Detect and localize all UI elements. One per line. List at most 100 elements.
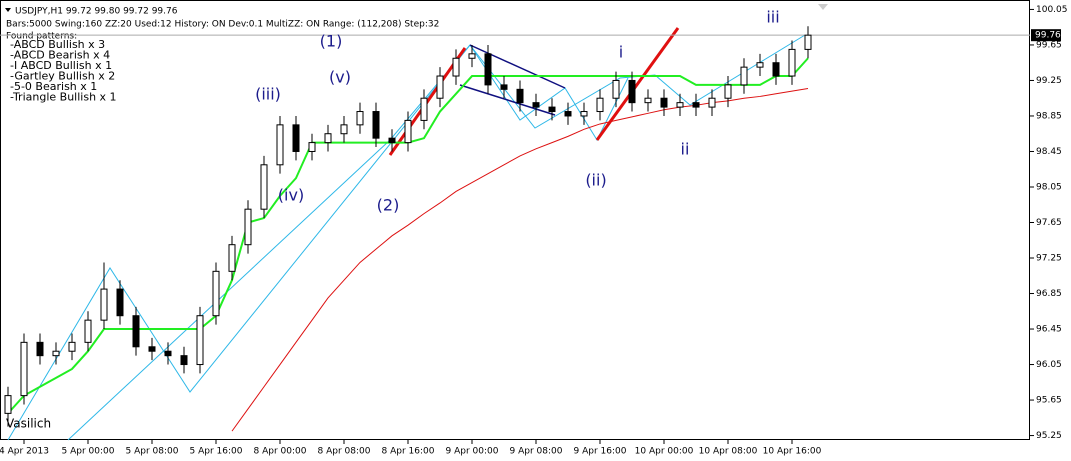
candle-body xyxy=(164,350,172,357)
candle-body xyxy=(356,111,364,126)
candle-body xyxy=(468,53,476,59)
candle-body xyxy=(596,97,604,113)
candle-body xyxy=(68,341,76,352)
y-tick-label: 98.05 xyxy=(1036,182,1062,192)
x-tick-label: 10 Apr 08:00 xyxy=(699,447,758,457)
candle-body xyxy=(564,111,572,117)
y-tick-label: 96.85 xyxy=(1036,289,1062,299)
candle-body xyxy=(84,319,92,343)
y-tick-label: 95.65 xyxy=(1036,396,1062,406)
candle-body xyxy=(612,79,620,99)
wave-label: (2) xyxy=(377,196,400,215)
channel-line xyxy=(469,44,566,89)
candle-body xyxy=(692,102,700,108)
y-tick-label: 96.45 xyxy=(1036,325,1062,335)
candle-body xyxy=(260,164,268,210)
zigzag-line xyxy=(7,34,806,441)
price-box xyxy=(1031,29,1061,42)
y-tick-label: 98.45 xyxy=(1036,147,1062,157)
y-tick-label: 97.65 xyxy=(1036,218,1062,228)
candle-body xyxy=(228,244,236,272)
wave-label: (ii) xyxy=(585,171,606,190)
candle-body xyxy=(500,84,508,90)
patterns-heading: Found patterns: xyxy=(6,32,77,42)
candle-body xyxy=(372,111,380,139)
x-tick-label: 5 Apr 08:00 xyxy=(126,447,179,457)
y-tick-label: 97.25 xyxy=(1036,254,1062,264)
x-tick-label: 10 Apr 16:00 xyxy=(763,447,822,457)
candle-body xyxy=(4,395,12,414)
candle-body xyxy=(148,346,156,352)
candle-body xyxy=(724,84,732,99)
pattern-entry: -ABCD Bearish x 4 xyxy=(10,49,110,62)
x-tick-label: 8 Apr 16:00 xyxy=(382,447,435,457)
y-tick-label: 98.85 xyxy=(1036,111,1062,121)
candle-body xyxy=(660,97,668,108)
candle-body xyxy=(52,350,60,357)
y-tick-label: 95.25 xyxy=(1036,431,1062,441)
x-tick-label: 9 Apr 16:00 xyxy=(574,447,627,457)
x-tick-label: 8 Apr 00:00 xyxy=(254,447,307,457)
candle-body xyxy=(292,124,300,152)
candle-body xyxy=(548,106,556,113)
candle-body xyxy=(196,315,204,366)
y-tick-label: 100.05 xyxy=(1036,5,1068,15)
candle-body xyxy=(132,315,140,348)
candle-body xyxy=(772,62,780,77)
candle-body xyxy=(244,208,252,246)
channel-line xyxy=(459,84,556,116)
x-tick-label: 10 Apr 00:00 xyxy=(635,447,694,457)
y-tick-label: 96.05 xyxy=(1036,360,1062,370)
x-tick-label: 8 Apr 08:00 xyxy=(318,447,371,457)
candle-body xyxy=(804,34,812,50)
candle-body xyxy=(324,133,332,144)
candle-body xyxy=(100,288,108,321)
plot-frame xyxy=(0,0,1030,440)
x-tick-label: 9 Apr 08:00 xyxy=(510,447,563,457)
pattern-entry: -ABCD Bullish x 3 xyxy=(10,38,105,51)
candle-body xyxy=(580,111,588,117)
candle-body xyxy=(676,102,684,108)
candle-body xyxy=(388,137,396,144)
wave-label: i xyxy=(619,43,623,62)
candle-body xyxy=(516,88,524,104)
candle-body xyxy=(308,142,316,152)
title: USDJPY,H1 99.72 99.80 99.72 99.76 xyxy=(15,7,178,17)
subtitle: Bars:5000 Swing:160 ZZ:20 Used:12 Histor… xyxy=(6,20,439,30)
wave-label: iii xyxy=(766,8,779,27)
candle-body xyxy=(36,341,44,357)
x-tick-label: 5 Apr 16:00 xyxy=(190,447,243,457)
candle-body xyxy=(340,124,348,135)
candle-body xyxy=(404,119,412,144)
y-tick-label: 99.65 xyxy=(1036,40,1062,50)
candle-body xyxy=(212,270,220,317)
wave-label: (1) xyxy=(320,32,343,51)
wave-label: ii xyxy=(681,140,690,159)
candle-body xyxy=(708,97,716,108)
candle-body xyxy=(180,355,188,366)
y-tick-label: 99.25 xyxy=(1036,76,1062,86)
price-label: 99.76 xyxy=(1035,31,1061,41)
candle-body xyxy=(740,66,748,86)
x-tick-label: 9 Apr 00:00 xyxy=(446,447,499,457)
candle-body xyxy=(452,57,460,77)
wave-label: (iv) xyxy=(278,186,304,205)
pattern-entry: -Gartley Bullish x 2 xyxy=(10,70,115,83)
candle-body xyxy=(484,53,492,86)
scroll-marker xyxy=(818,4,828,10)
menu-arrow xyxy=(5,8,11,12)
candle-body xyxy=(788,48,796,77)
candle-body xyxy=(420,97,428,121)
wave-label: (v) xyxy=(329,68,351,87)
x-tick-label: 4 Apr 2013 xyxy=(0,447,49,457)
candle-body xyxy=(116,288,124,317)
candle-body xyxy=(276,124,284,166)
candle-body xyxy=(644,97,652,104)
candle-body xyxy=(20,341,28,397)
candle-body xyxy=(628,79,636,104)
pattern-entry: -Triangle Bullish x 1 xyxy=(10,91,117,104)
x-tick-label: 5 Apr 00:00 xyxy=(62,447,115,457)
pattern-entry: -I ABCD Bullish x 1 xyxy=(10,59,112,72)
